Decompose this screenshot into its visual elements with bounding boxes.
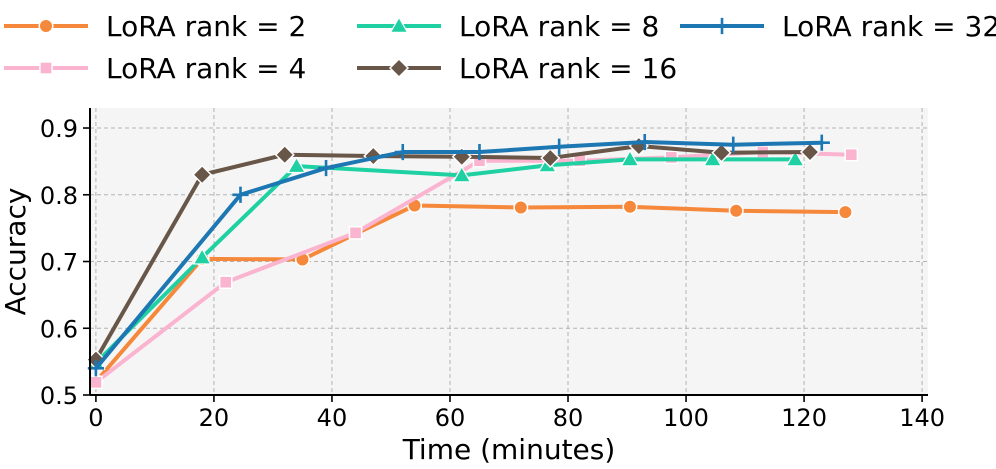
y-tick-label: 0.5: [40, 382, 78, 410]
data-point: [703, 149, 723, 167]
data-point: [813, 134, 830, 151]
axes: 0 20 40 60 80 100 120 140 0.5 0.6 0.7 0.8 0.9: [40, 108, 945, 432]
data-point: [785, 149, 805, 167]
legend: LoRA rank = 2 LoRA rank = 4 LoRA rank = 8 L…: [4, 10, 996, 85]
y-tick-label: 0.6: [40, 315, 78, 343]
y-tick-label: 0.7: [40, 249, 78, 277]
data-point: [232, 186, 249, 203]
data-point: [540, 147, 561, 169]
data-point: [218, 275, 233, 290]
data-point: [317, 159, 335, 177]
data-point: [452, 165, 472, 183]
series-line: [93, 203, 848, 384]
x-tick-label: 100: [663, 404, 709, 432]
data-point: [837, 204, 853, 220]
series-layer: [85, 133, 859, 390]
x-tick-label: 140: [899, 404, 945, 432]
x-tick-label: 40: [317, 404, 348, 432]
series-lora-rank-32: [87, 133, 830, 377]
series-line: [93, 157, 798, 365]
legend-item: LoRA rank = 2: [4, 10, 306, 43]
data-point: [192, 247, 212, 265]
y-axis-label: Accuracy: [0, 188, 32, 316]
data-point: [274, 144, 295, 165]
y-tick-label: 0.8: [40, 182, 78, 210]
legend-item: LoRA rank = 16: [357, 52, 677, 85]
grid: [90, 108, 928, 396]
legend-marker: [388, 57, 410, 79]
data-point: [286, 156, 307, 174]
data-point: [636, 133, 653, 151]
data-point: [799, 141, 821, 163]
legend-item: LoRA rank = 4: [4, 52, 306, 85]
data-point: [348, 225, 363, 240]
legend-label: LoRA rank = 2: [106, 10, 306, 43]
data-point: [394, 143, 411, 161]
legend-label: LoRA rank = 16: [459, 52, 677, 85]
data-point: [728, 203, 744, 219]
x-tick-label: 0: [88, 404, 103, 432]
legend-item: LoRA rank = 8: [357, 10, 659, 43]
data-point: [725, 136, 742, 153]
data-point: [622, 199, 638, 215]
x-tick-label: 120: [781, 404, 827, 432]
data-point: [711, 142, 732, 163]
x-tick-label: 20: [199, 404, 230, 432]
legend-marker: [389, 16, 409, 34]
data-point: [551, 138, 568, 155]
data-point: [664, 150, 679, 165]
data-point: [471, 143, 488, 161]
legend-marker: [38, 18, 54, 34]
data-point: [513, 199, 529, 215]
y-tick-label: 0.9: [40, 115, 78, 143]
legend-label: LoRA rank = 4: [106, 52, 306, 85]
data-point: [192, 164, 213, 185]
legend-marker: [39, 61, 53, 75]
legend-label: LoRA rank = 8: [459, 10, 659, 43]
x-tick-label: 80: [553, 404, 584, 432]
legend-item: LoRA rank = 32: [680, 10, 996, 43]
x-tick-label: 60: [435, 404, 466, 432]
data-point: [89, 375, 103, 390]
x-axis-label: Time (minutes): [402, 433, 616, 466]
data-point: [620, 149, 640, 167]
legend-label: LoRA rank = 32: [782, 10, 996, 43]
data-point: [844, 147, 859, 162]
legend-marker: [713, 17, 731, 35]
